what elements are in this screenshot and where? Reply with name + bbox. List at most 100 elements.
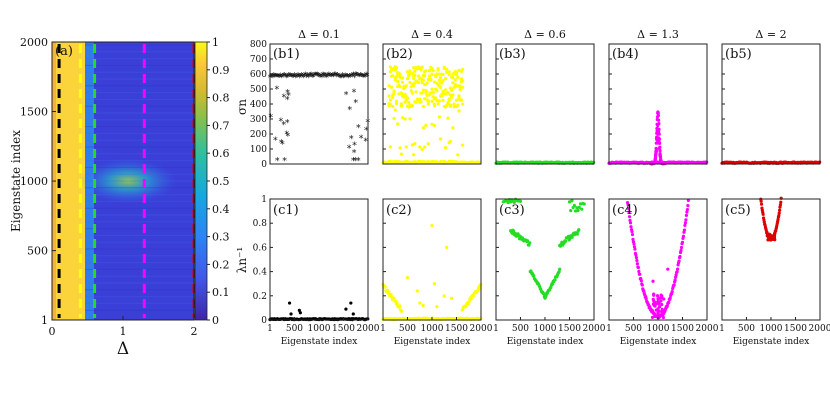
x-tick-label: 500 (399, 324, 416, 334)
data-point: * (333, 72, 338, 82)
colorbar-tick-label: 0.9 (212, 64, 230, 77)
data-point (684, 213, 689, 217)
data-point (399, 309, 403, 313)
panel-tag: (b4) (612, 47, 639, 62)
panel-tag: (c4) (612, 203, 638, 218)
data-point (287, 301, 292, 305)
data-point: * (286, 92, 291, 102)
data-point (389, 68, 394, 72)
x-tick-label: 500 (286, 324, 303, 334)
b-panel-frame (608, 43, 708, 165)
x-tick-label: 1500 (558, 324, 581, 334)
data-point: * (317, 73, 322, 83)
data-point (651, 279, 655, 283)
data-point (423, 97, 427, 101)
data-point (298, 311, 302, 315)
data-point: * (289, 73, 294, 83)
data-point (450, 87, 454, 91)
data-point: * (285, 119, 290, 129)
b-y-tick-label: 500 (250, 85, 267, 95)
c-y-tick-label: 0.4 (253, 268, 268, 278)
c-panel-frame (721, 198, 821, 321)
data-point (392, 116, 396, 121)
data-point (410, 143, 415, 147)
data-point (408, 71, 412, 76)
data-point: * (274, 73, 279, 83)
data-point: * (352, 74, 357, 84)
x-tick-label: 1500 (784, 324, 807, 334)
data-point (437, 72, 441, 76)
data-point (563, 239, 568, 243)
data-point (580, 207, 584, 211)
panel-tag: (b3) (499, 47, 526, 62)
data-point: * (364, 138, 369, 148)
data-point (446, 116, 450, 120)
data-point (344, 307, 348, 311)
data-point (674, 273, 678, 277)
data-point (443, 92, 448, 96)
c-y-tick-label: 0.8 (253, 219, 268, 229)
colorbar (194, 41, 208, 321)
data-point (408, 69, 412, 73)
panel-tag: (c1) (273, 203, 299, 218)
data-point (442, 65, 446, 69)
data-point (414, 90, 418, 94)
x-tick-label: 1500 (445, 324, 468, 334)
data-point (651, 302, 656, 306)
x-tick-label: 2000 (696, 324, 719, 334)
data-point (461, 143, 465, 147)
data-point (410, 91, 415, 95)
data-point (434, 96, 438, 100)
data-point: * (323, 73, 328, 83)
x-tick-label: 1000 (308, 324, 331, 334)
c-y-tick-label: 1 (261, 195, 267, 205)
data-point (660, 310, 664, 314)
data-point (680, 240, 685, 244)
panel-tag: (b5) (725, 47, 752, 62)
data-point (396, 79, 400, 84)
panel-tag: (c3) (499, 203, 525, 218)
colorbar-tick-label: 0.2 (212, 258, 230, 271)
data-point (452, 105, 456, 109)
data-point (453, 82, 457, 87)
data-point (627, 215, 632, 219)
data-point (398, 84, 402, 89)
data-point: * (286, 72, 291, 82)
data-point (575, 206, 579, 210)
data-point (778, 203, 782, 207)
data-point (398, 304, 402, 308)
data-point (660, 294, 664, 298)
data-point (635, 258, 639, 263)
c-panel-frame (382, 198, 482, 321)
data-point: * (301, 74, 306, 84)
colorbar-tick-label: 0.5 (212, 175, 230, 188)
data-point (419, 68, 423, 72)
y-tick-label: 1 (41, 314, 48, 327)
data-point: * (280, 140, 285, 150)
data-point (686, 204, 690, 208)
data-point (432, 80, 437, 84)
data-point (443, 76, 448, 81)
data-point: * (279, 117, 284, 127)
x-tick-label: 500 (625, 324, 642, 334)
b-y-tick-label: 400 (250, 100, 267, 110)
data-point (766, 238, 770, 242)
data-point (636, 265, 640, 270)
data-point: * (348, 74, 353, 84)
b-y-tick-label: 300 (250, 115, 267, 125)
data-point (662, 297, 666, 301)
x-axis-label: Δ (117, 339, 129, 359)
data-point (387, 290, 391, 294)
data-point (682, 228, 687, 232)
data-point (777, 211, 781, 215)
data-point (405, 76, 410, 81)
data-point: * (352, 142, 357, 152)
data-point: * (318, 74, 323, 84)
data-point (351, 312, 355, 316)
data-point (383, 285, 387, 289)
data-point (456, 84, 460, 88)
data-point (431, 91, 435, 95)
data-point: * (334, 73, 339, 83)
data-point (454, 73, 459, 77)
